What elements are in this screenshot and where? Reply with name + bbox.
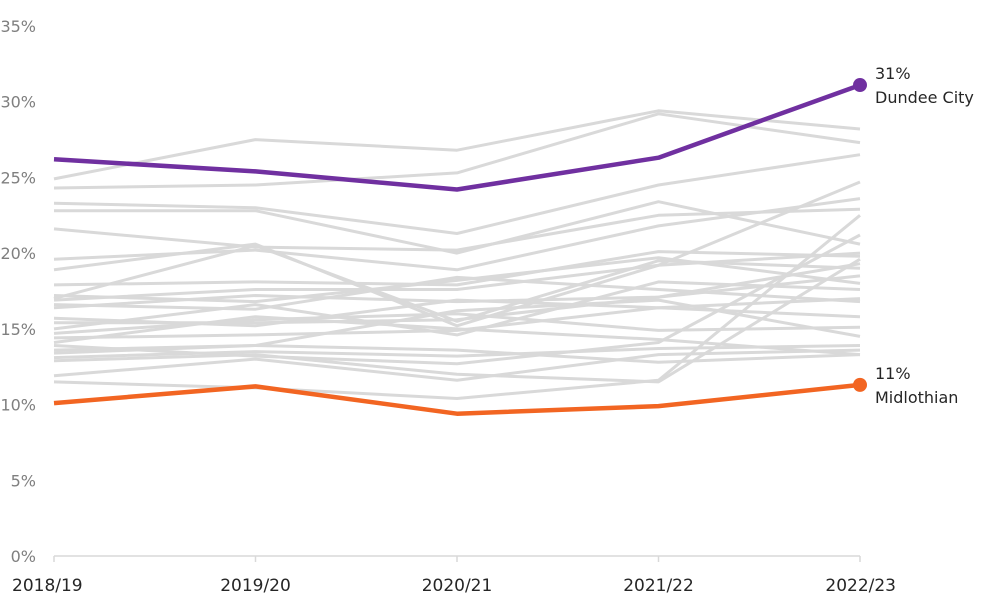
end-value-label: 31%: [875, 64, 911, 83]
x-tick-label: 2021/22: [623, 576, 694, 596]
highlight-series-group: [53, 78, 867, 416]
end-value-label: 11%: [875, 364, 911, 383]
background-series-line: [53, 348, 861, 382]
background-series-line: [53, 257, 861, 384]
y-tick-label: 15%: [0, 320, 36, 339]
y-tick-label: 10%: [0, 396, 36, 415]
background-series-line: [53, 180, 861, 328]
background-series-line: [53, 112, 861, 190]
series-end-point-midlothian: [853, 377, 867, 392]
background-series-line: [53, 280, 861, 337]
background-series-line: [53, 315, 861, 357]
y-tick-label: 5%: [11, 471, 36, 490]
series-line-midlothian: [53, 382, 861, 416]
background-series-line: [54, 200, 861, 255]
background-series-line: [53, 344, 861, 360]
background-series-line: [53, 251, 861, 302]
y-tick-label: 35%: [0, 17, 36, 36]
background-series-group: [53, 109, 861, 400]
axes: 2018/19 2019/20 2020/21 2021/22 2022/23 0% 5% 1…: [0, 17, 896, 596]
end-labels: 31% Dundee City 11% Midlothian: [875, 64, 974, 407]
background-series-line: [53, 214, 861, 400]
y-tick-label: 30%: [0, 93, 36, 112]
x-tick-label: 2019/20: [220, 576, 291, 596]
background-series-line: [54, 262, 861, 325]
y-tick-label: 0%: [11, 547, 36, 566]
background-series-line: [53, 250, 861, 287]
background-series-line: [53, 344, 861, 364]
background-series-line: [53, 153, 861, 235]
x-tick-label: 2020/21: [422, 576, 493, 596]
y-tick-label: 25%: [0, 168, 36, 187]
background-series-line: [53, 109, 861, 181]
end-series-name-label: Midlothian: [875, 388, 958, 407]
background-series-line: [53, 207, 861, 252]
series-line-dundee-city: [53, 82, 861, 192]
x-tick-label: 2022/23: [825, 576, 896, 596]
background-series-line: [53, 275, 861, 311]
x-tick-label: 2018/19: [12, 576, 83, 596]
end-series-name-label: Dundee City: [875, 88, 974, 107]
y-tick-label: 20%: [0, 244, 36, 263]
series-end-point-dundee-city: [853, 78, 867, 93]
